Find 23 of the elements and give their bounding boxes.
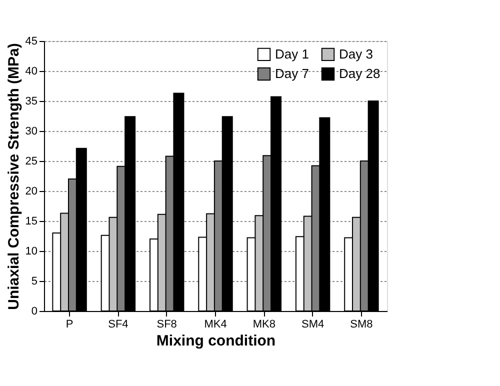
y-tick-label: 45 [25,36,38,48]
legend-label: Day 3 [339,46,373,62]
y-tick-label: 35 [25,96,38,108]
legend-label: Day 28 [339,66,380,81]
x-tick-label: MK8 [252,318,276,330]
y-tick-label: 15 [25,216,38,228]
y-tick-label: 25 [25,156,38,168]
y-tick-label: 40 [25,66,38,78]
x-tick-label: SF4 [108,318,128,330]
legend-label: Day 7 [275,66,309,81]
y-tick-label: 20 [25,186,38,198]
x-tick-label: SM4 [301,318,324,330]
x-tick-label: SM8 [350,318,373,330]
y-axis-title: Uniaxial Compressive Strength (MPa) [5,43,22,310]
y-tick-label: 10 [25,246,38,258]
x-tick-label: SF8 [156,318,177,330]
y-tick-label: 0 [31,306,38,318]
y-tick-label: 5 [31,276,38,288]
legend-label: Day 1 [275,46,309,62]
x-axis-title: Mixing condition [156,332,276,350]
y-tick-label: 30 [25,126,38,138]
x-tick-label: MK4 [204,318,227,330]
x-tick-label: P [66,318,74,330]
